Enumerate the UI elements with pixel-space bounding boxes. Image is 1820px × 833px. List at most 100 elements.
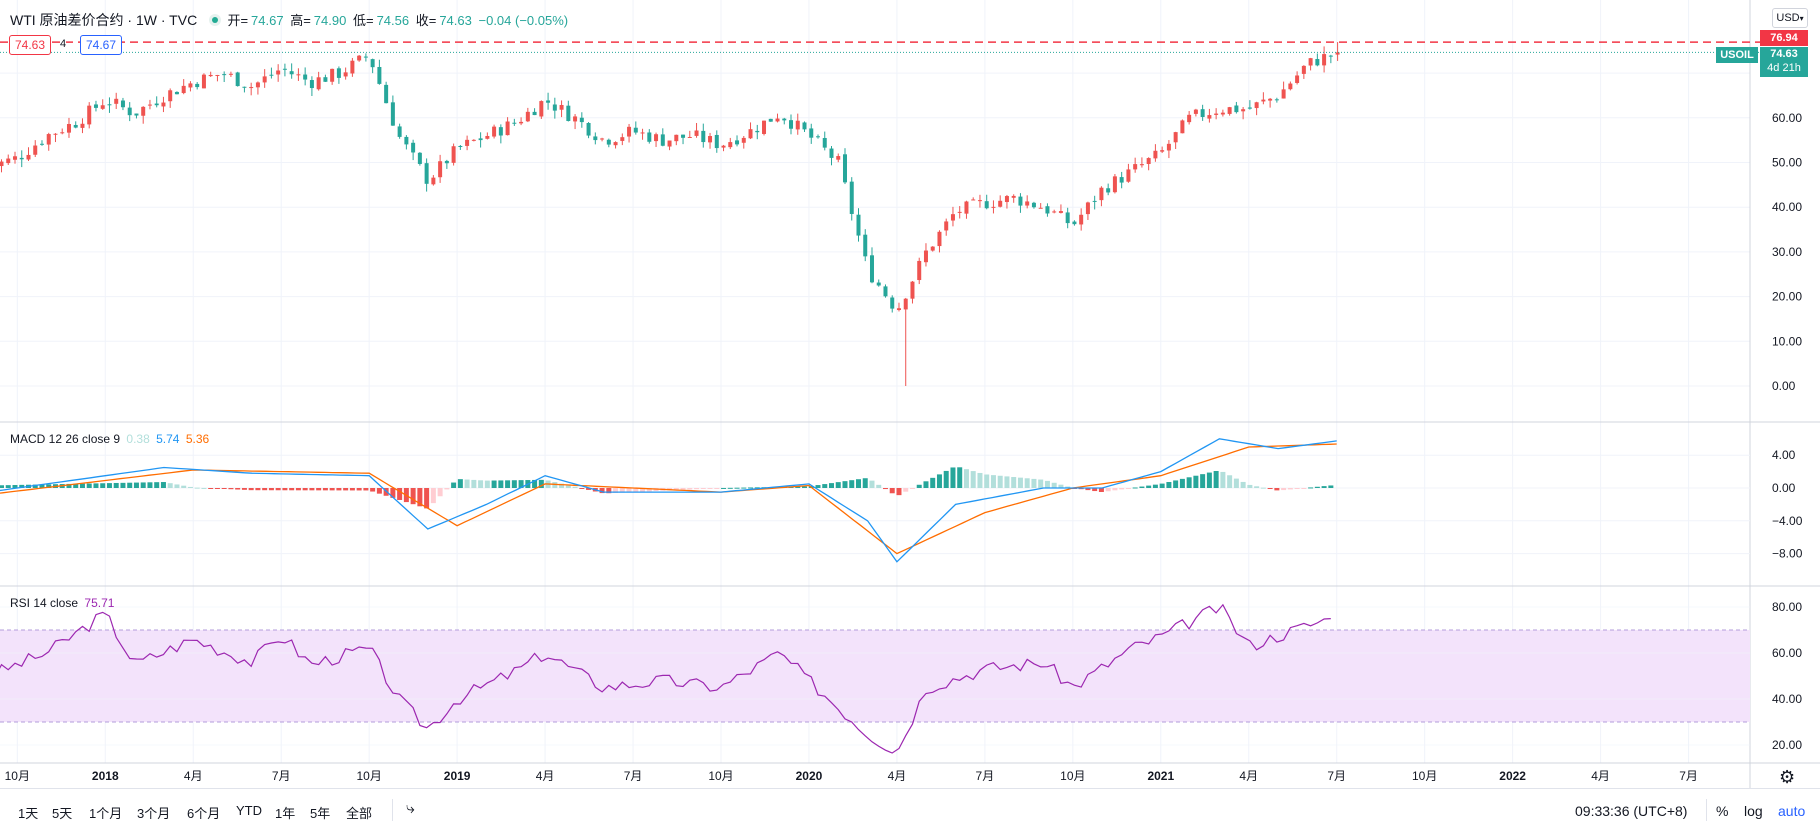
- candle-body: [1045, 206, 1050, 214]
- time-axis-label: 4月: [1239, 769, 1258, 783]
- candle-body: [1092, 200, 1097, 202]
- sell-price-button[interactable]: 74.63: [9, 35, 52, 55]
- candle-body: [1099, 187, 1104, 201]
- candle-body: [1200, 109, 1205, 117]
- timeframe-1y-button[interactable]: 1年: [275, 806, 296, 821]
- rsi-axis-label: 60.00: [1772, 646, 1802, 660]
- candle-body: [633, 127, 638, 133]
- timeframe-ytd-button[interactable]: YTD: [236, 803, 262, 818]
- candle-body: [39, 143, 44, 145]
- candle-body: [829, 148, 834, 158]
- candle-body: [235, 72, 240, 87]
- rsi-legend[interactable]: RSI 14 close 75.71: [10, 596, 117, 610]
- timeframe-all-button[interactable]: 全部: [346, 806, 373, 821]
- macd-hist-bar: [849, 480, 855, 488]
- timeframe-5y-button[interactable]: 5年: [310, 806, 331, 821]
- auto-toggle[interactable]: auto: [1778, 803, 1806, 819]
- macd-hist-bar: [154, 482, 160, 488]
- price-axis-label: 60.00: [1772, 111, 1802, 125]
- macd-hist-bar: [32, 484, 38, 488]
- candle-body: [296, 74, 301, 76]
- macd-hist-bar: [1038, 479, 1044, 488]
- macd-axis-label: −4.00: [1772, 514, 1803, 528]
- candle-body: [883, 286, 888, 297]
- candle-body: [991, 206, 996, 208]
- candle-body: [721, 145, 726, 148]
- macd-hist-bar: [842, 481, 848, 488]
- macd-hist-bar: [882, 488, 888, 490]
- macd-hist-bar: [1321, 486, 1327, 488]
- timeframe-5d-button[interactable]: 5天: [52, 806, 73, 821]
- macd-hist-bar: [613, 488, 619, 493]
- macd-hist-bar: [748, 487, 754, 489]
- macd-hist-bar: [727, 487, 733, 489]
- candle-body: [1153, 150, 1158, 159]
- toolbar-divider: [392, 799, 393, 821]
- candle-body: [660, 134, 665, 146]
- candle-body: [971, 199, 976, 201]
- candle-body: [289, 71, 294, 75]
- timeframe-3m-button[interactable]: 3个月: [137, 806, 171, 821]
- market-status-icon[interactable]: [208, 14, 221, 26]
- date-range-icon[interactable]: ⤷: [406, 800, 415, 817]
- timeframe-6m-button[interactable]: 6个月: [187, 806, 221, 821]
- macd-hist-bar: [889, 488, 895, 494]
- candle-body: [1328, 55, 1333, 57]
- price-axis-label: 40.00: [1772, 200, 1802, 214]
- symbol-title[interactable]: WTI 原油差价合约 · 1W · TVC: [10, 12, 198, 28]
- time-axis-label: 4月: [536, 769, 555, 783]
- macd-hist-bar: [1247, 484, 1253, 488]
- clock[interactable]: 09:33:36 (UTC+8): [1575, 803, 1688, 819]
- macd-hist-bar: [572, 486, 578, 488]
- macd-hist-bar: [990, 475, 996, 488]
- macd-hist-bar: [1200, 474, 1206, 488]
- macd-hist-bar: [855, 479, 861, 488]
- buy-price-button[interactable]: 74.67: [80, 35, 123, 55]
- candle-body: [525, 111, 530, 122]
- candle-body: [647, 132, 652, 142]
- rsi-axis-label: 80.00: [1772, 600, 1802, 614]
- macd-hist-bar: [214, 488, 220, 489]
- candle-body: [957, 211, 962, 213]
- macd-legend[interactable]: MACD 12 26 close 9 0.38 5.74 5.36: [10, 432, 212, 446]
- macd-hist-bar: [1017, 477, 1023, 488]
- candle-body: [1146, 158, 1151, 165]
- macd-hist-bar: [909, 488, 915, 489]
- candle-body: [1011, 195, 1016, 198]
- macd-line: [0, 438, 1337, 563]
- rsi-axis-label: 40.00: [1772, 692, 1802, 706]
- log-toggle[interactable]: log: [1744, 803, 1763, 819]
- symbol-tag: USOIL: [1716, 47, 1758, 63]
- candle-body: [269, 74, 274, 76]
- macd-hist-bar: [1260, 487, 1266, 489]
- candle-body: [404, 136, 409, 145]
- macd-hist-bar: [1314, 486, 1320, 488]
- timeframe-1m-button[interactable]: 1个月: [89, 806, 123, 821]
- macd-hist-bar: [46, 484, 52, 488]
- candle-body: [424, 163, 429, 184]
- candle-body: [984, 201, 989, 209]
- candle-body: [417, 152, 422, 164]
- macd-hist-bar: [694, 488, 700, 490]
- macd-hist-bar: [295, 488, 301, 491]
- macd-hist-bar: [997, 475, 1003, 488]
- timeframe-1d-button[interactable]: 1天: [18, 806, 39, 821]
- candle-body: [201, 74, 206, 89]
- candle-body: [1052, 211, 1057, 213]
- candle-body: [262, 76, 267, 83]
- candle-body: [370, 59, 375, 68]
- macd-hist-bar: [1213, 471, 1219, 488]
- macd-hist-bar: [491, 480, 497, 488]
- gear-icon[interactable]: ⚙: [1779, 767, 1796, 787]
- macd-hist-bar: [356, 488, 362, 491]
- macd-hist-bar: [309, 488, 315, 491]
- macd-hist-bar: [552, 482, 558, 488]
- macd-hist-bar: [262, 488, 268, 491]
- candle-body: [505, 121, 510, 136]
- currency-button[interactable]: USD▾: [1772, 8, 1808, 28]
- macd-hist-bar: [1173, 480, 1179, 488]
- percent-toggle[interactable]: %: [1716, 803, 1729, 819]
- candle-body: [674, 134, 679, 142]
- macd-hist-bar: [754, 487, 760, 489]
